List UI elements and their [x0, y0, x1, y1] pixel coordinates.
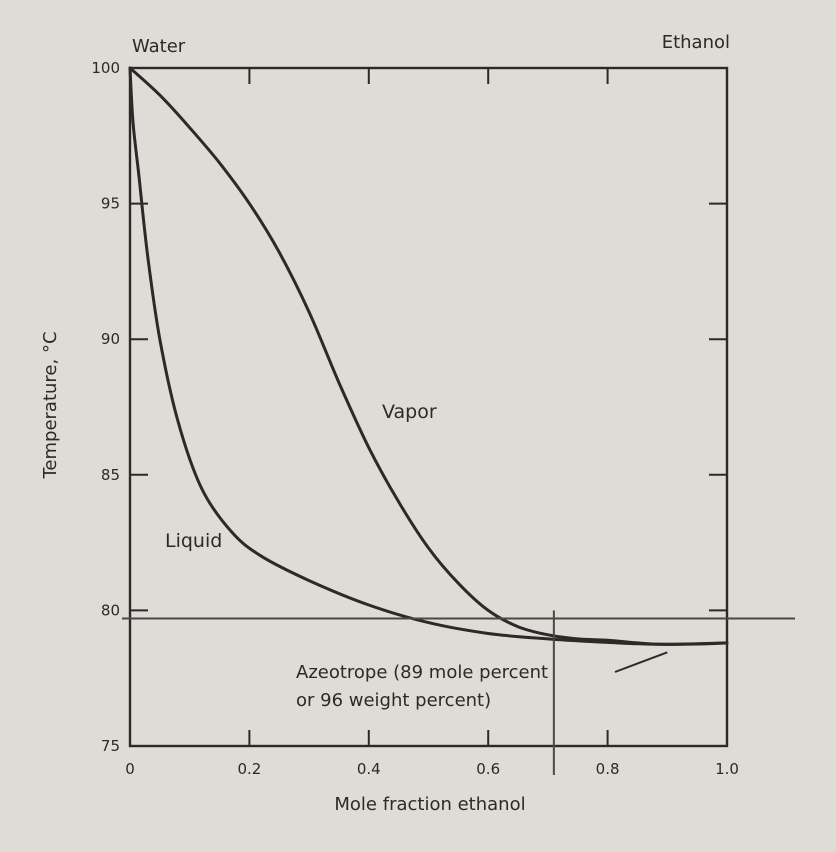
series-label-vapor: Vapor [382, 401, 437, 423]
x-tick-label: 0.4 [357, 760, 381, 778]
reference-lines [122, 610, 795, 775]
y-tick-label: 75 [101, 737, 120, 755]
y-tick-label: 100 [91, 59, 120, 77]
y-tick-label: 85 [101, 466, 120, 484]
series-line-vapor [128, 66, 729, 646]
x-tick-label: 0.2 [237, 760, 261, 778]
plot-frame [128, 66, 729, 748]
annotation-line-1: Azeotrope (89 mole percent [296, 662, 548, 683]
y-tick-label: 80 [101, 601, 120, 619]
x-tick-label: 0.6 [476, 760, 500, 778]
series-label-liquid: Liquid [165, 530, 222, 552]
y-axis-title: Temperature, °C [40, 331, 61, 479]
curves [128, 66, 729, 646]
tick-marks [130, 68, 727, 746]
corner-label-ethanol: Ethanol [662, 32, 730, 53]
labels: Water Ethanol Mole fraction ethanol Temp… [40, 32, 730, 815]
x-tick-label: 0 [125, 760, 135, 778]
tick-labels: 0 0.2 0.4 0.6 0.8 1.0 75 80 85 90 95 100 [91, 59, 739, 778]
y-tick-label: 90 [101, 330, 120, 348]
plot-border [128, 66, 729, 748]
corner-label-water: Water [132, 36, 186, 57]
x-tick-label: 0.8 [596, 760, 620, 778]
x-axis-title: Mole fraction ethanol [334, 794, 525, 815]
annotation-line-2: or 96 weight percent) [296, 690, 491, 711]
x-tick-label: 1.0 [715, 760, 739, 778]
annotation-pointer [614, 651, 668, 673]
series-line-liquid [128, 66, 729, 646]
y-tick-label: 95 [101, 195, 120, 213]
